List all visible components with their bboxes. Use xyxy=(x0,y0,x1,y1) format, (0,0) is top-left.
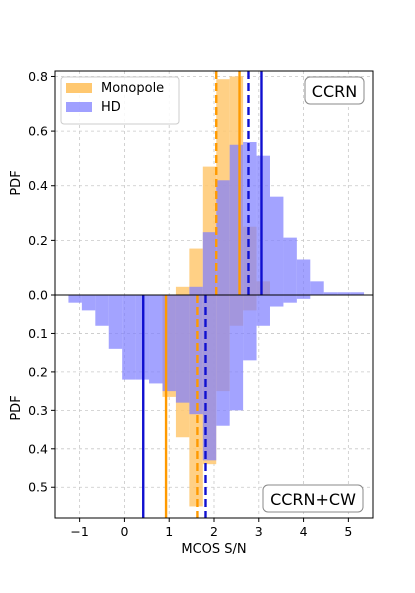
bottom-y-ticks: 0.1 0.2 0.3 0.4 0.5 xyxy=(28,326,55,495)
top-monopole-bar xyxy=(175,286,190,295)
bottom-hd-bar xyxy=(122,295,136,380)
bottom-histogram xyxy=(68,295,311,507)
bottom-y-tick-label: 0.4 xyxy=(28,441,48,456)
bottom-tag-box xyxy=(262,484,364,513)
x-tick-label: 4 xyxy=(300,524,308,539)
top-y-ticks: 0.0 0.2 0.4 0.6 0.8 xyxy=(28,69,55,303)
bottom-hd-bar xyxy=(162,295,176,392)
bottom-hd-bar xyxy=(175,295,190,403)
bottom-hd-bar xyxy=(108,295,123,349)
top-hd-bar xyxy=(296,259,311,295)
top-hd-bar xyxy=(189,286,203,295)
top-tag-box xyxy=(304,76,365,105)
bottom-y-tick-label: 0.2 xyxy=(28,364,48,379)
bottom-y-tick-label: 0.3 xyxy=(28,403,48,418)
top-hd-bar xyxy=(323,292,338,295)
top-monopole-bar xyxy=(189,248,203,295)
bottom-panel: 0.1 0.2 0.3 0.4 0.5 −1 0 1 2 3 4 5 PDF MCOS S/N CC… xyxy=(9,294,374,557)
legend-swatch-monopole xyxy=(66,83,92,93)
top-y-tick-label: 0.8 xyxy=(28,69,48,84)
top-hd-bar xyxy=(269,196,284,295)
top-y-axis-label: PDF xyxy=(9,170,24,195)
bottom-vlines xyxy=(142,295,207,518)
bottom-hd-bar xyxy=(229,295,244,411)
bottom-hd-bar xyxy=(149,295,163,384)
bottom-hd-bar xyxy=(189,295,203,415)
bottom-y-tick-label: 0.1 xyxy=(28,326,48,341)
top-hd-bar xyxy=(337,292,351,295)
top-hd-bar xyxy=(243,142,257,295)
top-y-tick-label: 0.2 xyxy=(28,233,48,248)
top-hd-bar xyxy=(283,237,297,295)
x-tick-label: 1 xyxy=(165,524,173,539)
top-hd-bar xyxy=(256,155,270,295)
bottom-hd-bar xyxy=(243,295,257,361)
x-tick-label: 3 xyxy=(255,524,263,539)
legend: Monopole HD xyxy=(60,76,180,125)
bottom-tag: CCRN+CW xyxy=(262,484,364,513)
top-hd-bar xyxy=(202,232,217,295)
x-tick-label: 5 xyxy=(344,524,352,539)
top-y-tick-label: 0.0 xyxy=(28,288,48,303)
top-hd-bar xyxy=(310,281,324,295)
top-hd-bar xyxy=(216,180,230,295)
bottom-hd-bar xyxy=(95,295,109,326)
top-hd-bar xyxy=(229,144,244,295)
top-tag-label: CCRN xyxy=(312,82,357,101)
x-tick-label: 2 xyxy=(210,524,218,539)
legend-swatch-hd xyxy=(66,102,92,112)
bottom-hd-bar xyxy=(283,295,297,303)
x-tick-label: 0 xyxy=(120,524,128,539)
bottom-y-tick-label: 0.5 xyxy=(28,480,48,495)
legend-label-hd: HD xyxy=(101,100,121,115)
bottom-hd-bar xyxy=(256,295,270,326)
bottom-hd-bar xyxy=(296,295,311,299)
top-y-tick-label: 0.4 xyxy=(28,178,48,193)
bottom-hd-bar xyxy=(216,295,230,426)
bottom-hd-bar xyxy=(269,295,284,307)
top-hd-bar xyxy=(350,292,365,295)
top-tag: CCRN xyxy=(304,76,365,105)
bottom-hd-bar xyxy=(68,295,82,303)
top-y-tick-label: 0.6 xyxy=(28,124,48,139)
x-tick-label: −1 xyxy=(70,524,88,539)
bottom-tag-label: CCRN+CW xyxy=(270,490,356,509)
top-panel: 0.0 0.2 0.4 0.6 0.8 PDF Monopole HD CCRN xyxy=(9,69,374,303)
x-ticks: −1 0 1 2 3 4 5 xyxy=(70,518,352,539)
x-axis-label: MCOS S/N xyxy=(181,542,246,557)
top-histogram xyxy=(175,76,365,296)
legend-label-monopole: Monopole xyxy=(101,81,164,96)
bottom-y-axis-label: PDF xyxy=(9,395,24,420)
bottom-hd-bar xyxy=(81,295,96,311)
